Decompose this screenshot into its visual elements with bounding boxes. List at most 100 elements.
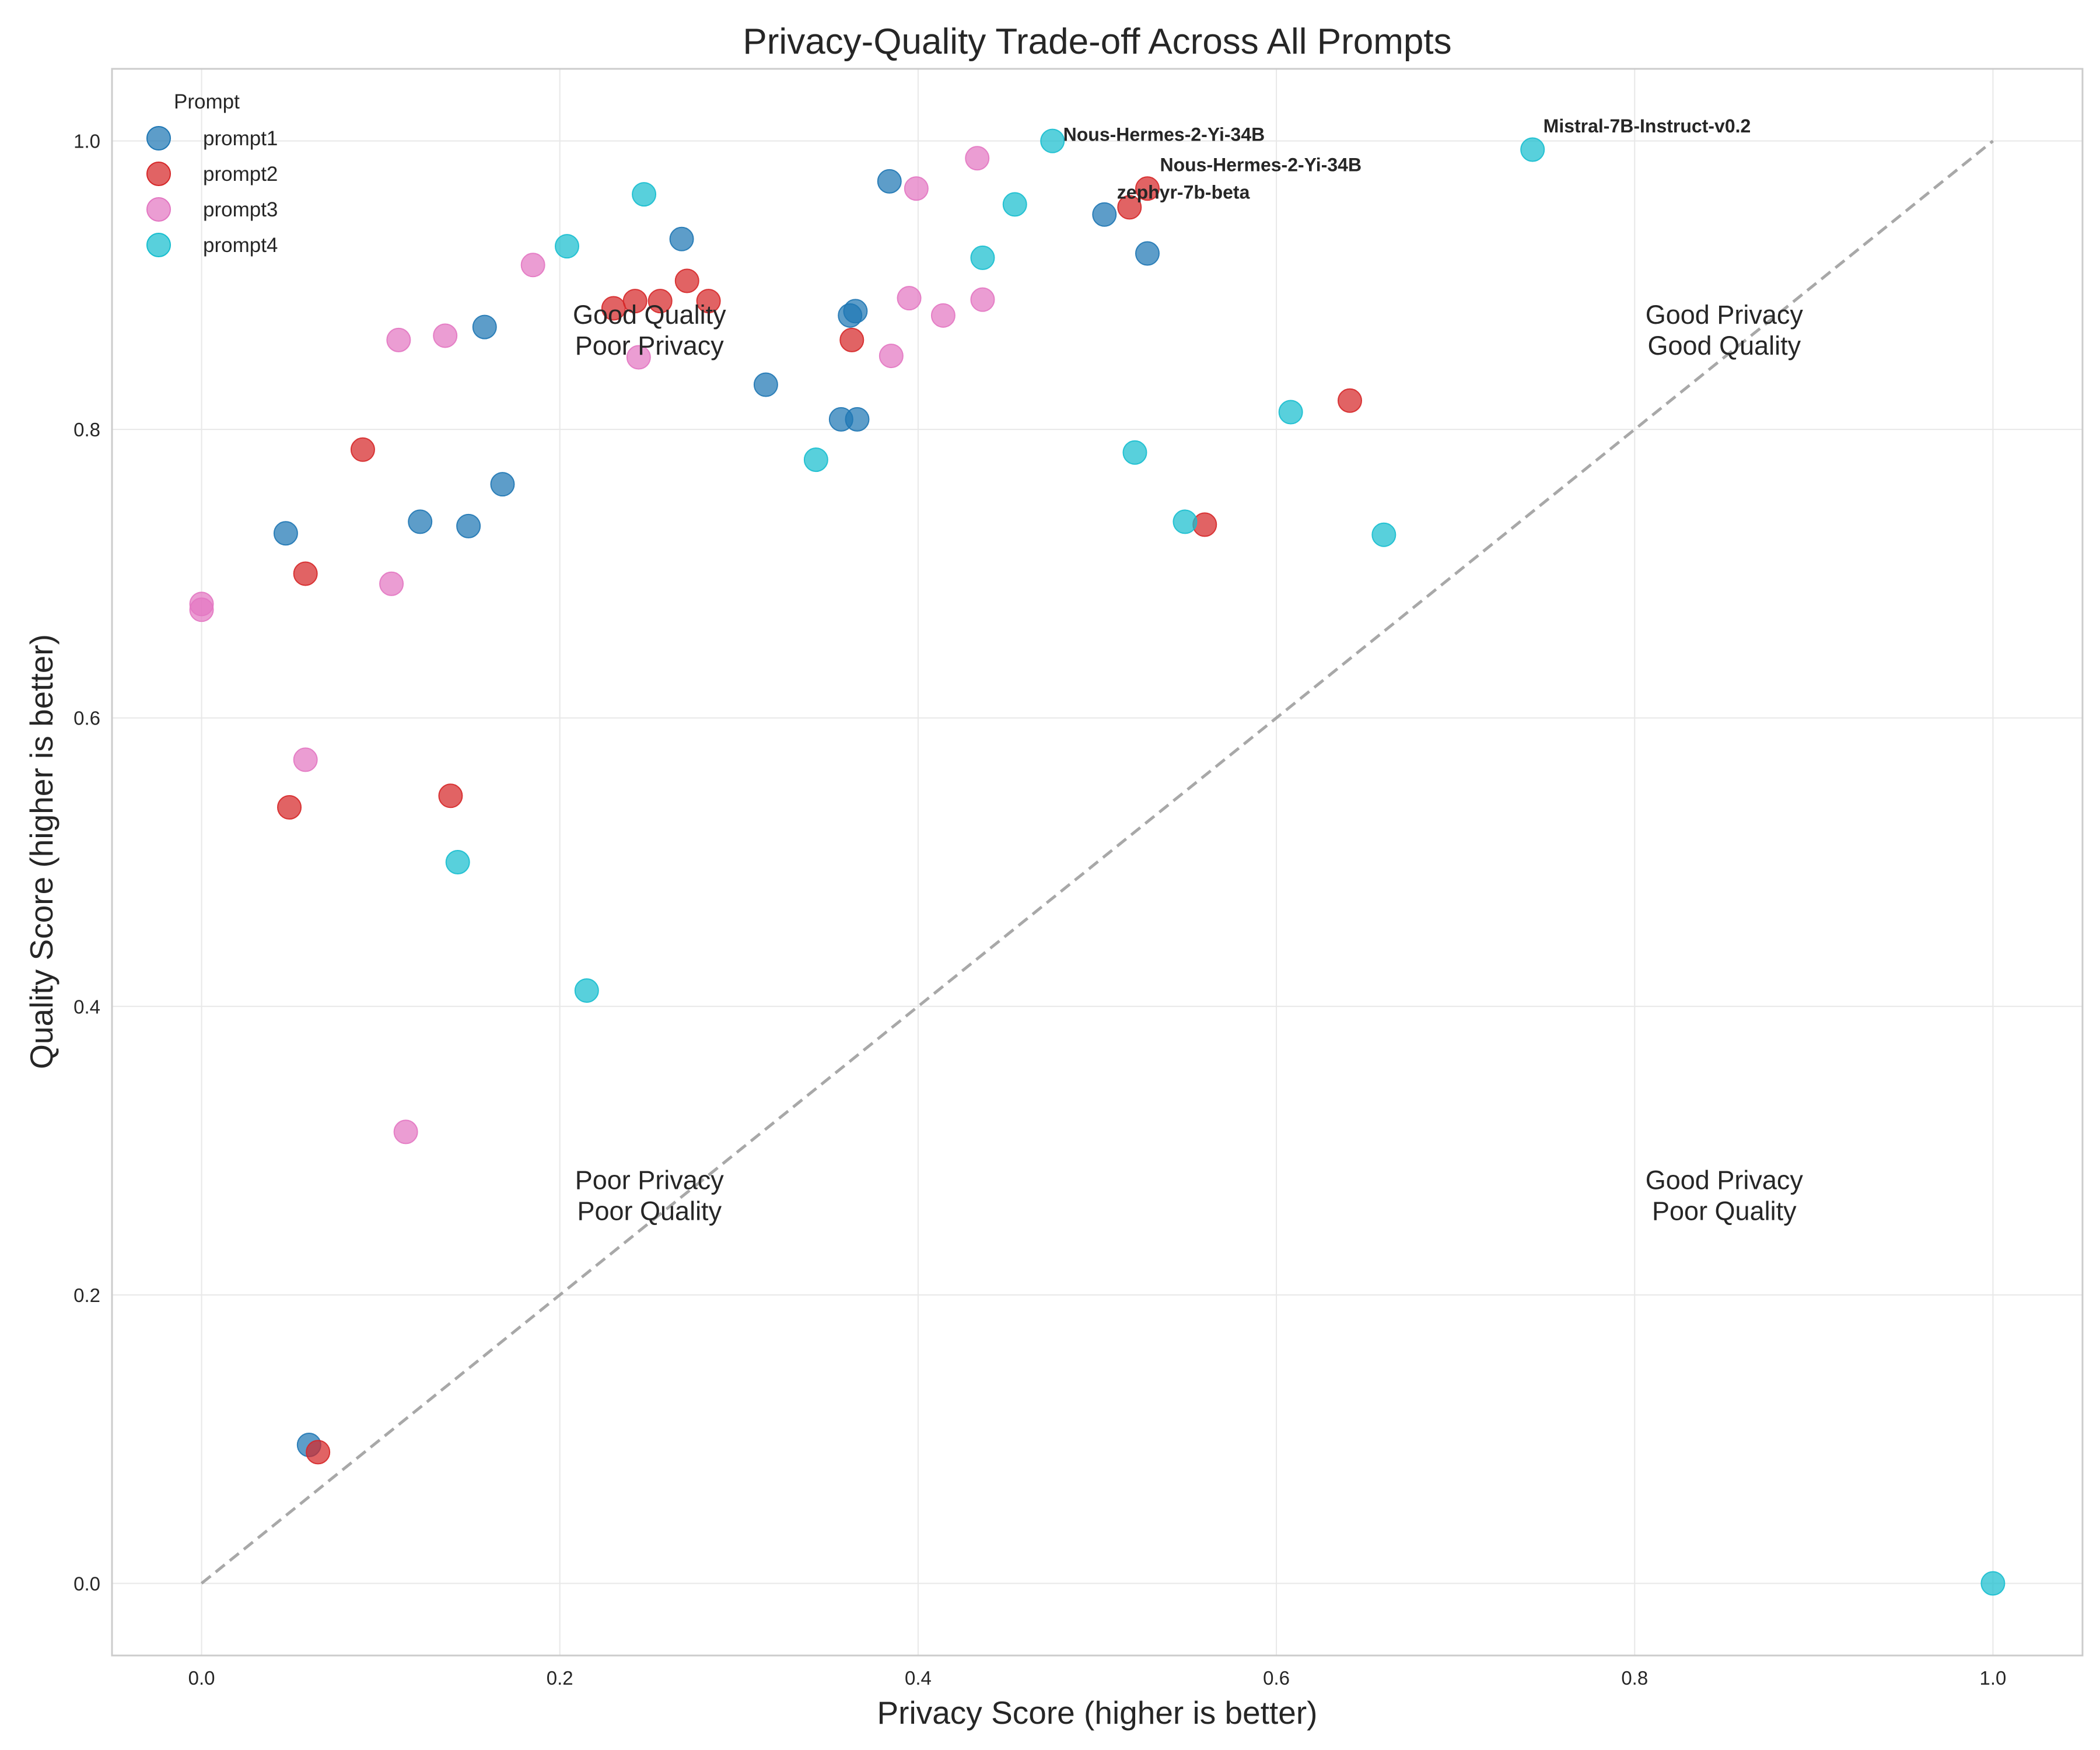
data-point-prompt3 [379, 571, 404, 596]
quadrant-label-line: Good Privacy [1646, 1166, 1804, 1195]
quadrant-label-line: Good Quality [1647, 331, 1801, 360]
legend-label-prompt4: prompt4 [203, 234, 278, 257]
data-point-prompt4 [1002, 192, 1027, 217]
quadrant-label: Good Privacy Good Quality [1646, 300, 1804, 360]
quadrant-label-line: Good Quality [573, 300, 726, 330]
legend-marker-prompt4 [146, 233, 171, 257]
quadrant-label-line: Good Privacy [1646, 300, 1804, 330]
x-axis-label: Privacy Score (higher is better) [877, 1695, 1318, 1731]
series-prompt2 [277, 176, 1362, 1465]
legend-marker-prompt2 [146, 162, 171, 186]
data-point-prompt4 [970, 245, 995, 270]
quadrant-label-line: Poor Privacy [575, 1166, 724, 1195]
data-point-prompt3 [393, 1119, 418, 1144]
data-point-prompt1 [843, 299, 868, 324]
y-tick-label: 0.8 [74, 419, 100, 440]
data-point-prompt4 [1371, 522, 1396, 547]
data-point-prompt3 [970, 287, 995, 312]
data-points [189, 128, 2006, 1596]
data-point-prompt3 [293, 747, 318, 772]
y-tick-label: 1.0 [74, 131, 100, 152]
x-tick-label: 0.4 [905, 1667, 932, 1689]
legend-marker-prompt1 [146, 126, 171, 150]
data-point-prompt4 [1122, 440, 1147, 465]
quadrant-label-line: Poor Quality [577, 1196, 722, 1226]
y-tick-label: 0.0 [74, 1573, 100, 1594]
data-point-prompt2 [350, 437, 375, 462]
data-point-prompt3 [189, 597, 214, 622]
series-prompt4 [445, 128, 2006, 1596]
data-point-prompt1 [408, 509, 433, 534]
data-point-prompt2 [438, 783, 463, 808]
data-point-prompt1 [273, 521, 298, 546]
point-annotation: Mistral-7B-Instruct-v0.2 [1544, 116, 1751, 136]
data-point-prompt1 [669, 226, 694, 251]
data-point-prompt1 [845, 407, 870, 432]
data-point-prompt3 [965, 146, 990, 171]
data-point-prompt1 [490, 472, 515, 497]
annotations: Nous-Hermes-2-Yi-34B Mistral-7B-Instruct-… [1063, 116, 1751, 203]
data-point-prompt1 [472, 314, 497, 340]
quadrant-label: Good Privacy Poor Quality [1646, 1166, 1804, 1226]
data-point-prompt4 [1520, 137, 1545, 162]
data-point-prompt2 [696, 289, 721, 314]
y-tick-label: 0.6 [74, 708, 100, 729]
data-point-prompt3 [626, 345, 651, 370]
data-point-prompt2 [648, 289, 673, 314]
grid [112, 69, 2082, 1656]
legend-marker-prompt3 [146, 197, 171, 222]
plot-frame [111, 68, 2084, 1657]
data-point-prompt4 [1040, 128, 1065, 153]
x-tick-label: 1.0 [1980, 1667, 2007, 1689]
data-point-prompt1 [1135, 241, 1160, 266]
chart-title: Privacy-Quality Trade-off Across All Pro… [743, 22, 1451, 62]
data-point-prompt3 [433, 323, 458, 348]
data-point-prompt3 [904, 176, 929, 201]
legend-title: Prompt [174, 90, 240, 113]
data-point-prompt1 [456, 513, 481, 538]
data-point-prompt2 [1337, 388, 1362, 413]
data-point-prompt4 [1278, 400, 1303, 425]
legend-label-prompt2: prompt2 [203, 163, 278, 186]
data-point-prompt4 [1980, 1571, 2006, 1596]
y-axis-label: Quality Score (higher is better) [23, 634, 60, 1069]
data-point-prompt4 [445, 850, 470, 874]
data-point-prompt3 [386, 327, 411, 352]
point-annotation: Nous-Hermes-2-Yi-34B [1063, 124, 1265, 145]
data-point-prompt1 [877, 169, 902, 194]
data-point-prompt4 [574, 978, 599, 1003]
point-annotation: Nous-Hermes-2-Yi-34B [1160, 155, 1362, 176]
legend-label-prompt3: prompt3 [203, 198, 278, 221]
quadrant-label: Good Quality Poor Privacy [573, 300, 726, 360]
quadrant-label-line: Poor Quality [1652, 1196, 1797, 1226]
data-point-prompt2 [839, 327, 864, 352]
x-tick-label: 0.2 [547, 1667, 573, 1689]
point-annotation: zephyr-7b-beta [1117, 182, 1250, 203]
x-tick-label: 0.0 [188, 1667, 215, 1689]
series-prompt3 [189, 146, 995, 1144]
quadrant-label: Poor Privacy Poor Quality [575, 1166, 724, 1226]
diagonal-reference-line [200, 139, 1994, 1585]
tick-labels: 0.0 0.2 0.4 0.6 0.8 1.0 0.0 0.2 0.4 0.6 0.8 1.0 [74, 131, 2006, 1689]
legend-label-prompt1: prompt1 [203, 127, 278, 150]
data-point-prompt3 [878, 344, 904, 369]
x-tick-label: 0.8 [1621, 1667, 1648, 1689]
x-tick-label: 0.6 [1263, 1667, 1290, 1689]
data-point-prompt2 [1135, 176, 1160, 201]
y-tick-label: 0.2 [74, 1284, 100, 1306]
data-point-prompt1 [753, 372, 778, 397]
data-point-prompt1 [1092, 202, 1117, 227]
data-point-prompt3 [930, 303, 956, 328]
data-point-prompt2 [293, 561, 318, 586]
y-tick-label: 0.4 [74, 996, 100, 1017]
data-point-prompt2 [674, 268, 699, 293]
quadrant-label-line: Poor Privacy [575, 331, 724, 360]
data-point-prompt2 [1117, 195, 1142, 220]
data-point-prompt2 [622, 289, 648, 314]
series-prompt1 [273, 169, 1160, 1457]
legend: Prompt prompt1 prompt2 prompt3 prompt4 [146, 90, 278, 257]
